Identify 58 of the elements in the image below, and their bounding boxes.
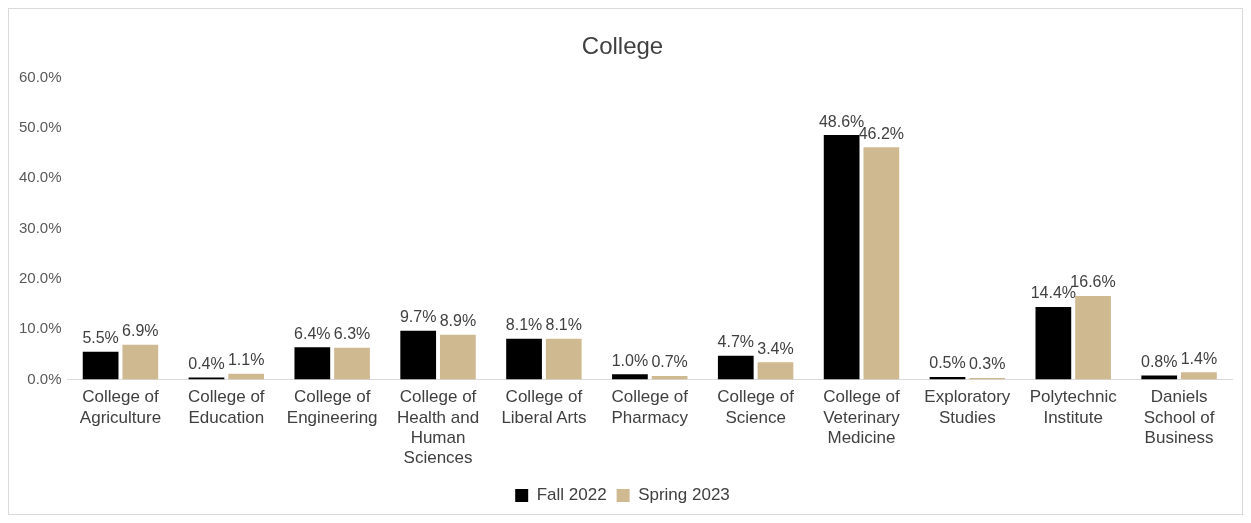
data-label: 1.0% [611, 351, 649, 369]
bar [506, 338, 542, 380]
bar [863, 147, 900, 380]
bar [440, 334, 476, 380]
bar [82, 351, 119, 380]
y-tick-label: 10.0% [18, 319, 62, 337]
data-label: 0.4% [188, 354, 225, 372]
bar [1035, 307, 1072, 380]
data-label: 0.5% [929, 354, 966, 372]
data-label: 5.5% [82, 329, 119, 347]
x-tick-label: Polytechnic Institute [1029, 387, 1118, 427]
x-tick-label: College of Science [717, 387, 795, 427]
data-label: 1.1% [227, 351, 265, 369]
data-label: 9.7% [399, 308, 437, 326]
data-label: 0.7% [651, 353, 688, 371]
data-label: 1.4% [1180, 349, 1218, 367]
y-tick-label: 0.0% [27, 369, 62, 387]
chart-title: College [581, 32, 664, 60]
data-label: 8.9% [439, 312, 477, 330]
bar [823, 135, 860, 380]
data-label: 8.1% [545, 316, 582, 334]
data-label: 4.7% [717, 333, 755, 351]
bar [294, 347, 331, 380]
bar [1181, 372, 1217, 380]
bar [228, 373, 265, 380]
x-tick-label: College of Pharmacy [611, 387, 689, 427]
x-tick-label: Daniels School of Business [1143, 387, 1215, 448]
data-label: 6.3% [333, 325, 371, 343]
x-tick-label: College of Education [188, 387, 265, 427]
y-tick-label: 20.0% [18, 269, 62, 287]
x-tick-label: Exploratory Studies [924, 387, 1011, 427]
bar [717, 355, 754, 380]
bar [400, 330, 437, 380]
data-label: 8.1% [505, 316, 543, 334]
bar [757, 362, 794, 380]
y-tick-label: 30.0% [18, 218, 62, 236]
x-tick-label: College of Engineering [286, 387, 378, 427]
data-label: 6.9% [122, 322, 159, 340]
bar [1141, 375, 1178, 380]
bar [1075, 295, 1111, 380]
y-tick-label: 40.0% [18, 168, 62, 186]
data-label: 0.3% [968, 355, 1006, 373]
bar [334, 347, 370, 380]
y-tick-label: 60.0% [18, 67, 62, 85]
legend-label: Fall 2022 [536, 485, 607, 505]
bar [122, 344, 159, 380]
x-tick-label: College of Agriculture [79, 387, 162, 427]
bar [188, 377, 225, 380]
data-label: 6.4% [294, 324, 331, 342]
legend-label: Spring 2023 [638, 485, 730, 505]
data-label: 0.8% [1140, 352, 1178, 370]
x-tick-label: College of Veterinary Medicine [823, 387, 901, 448]
x-tick-label: College of Liberal Arts [501, 387, 587, 427]
y-tick-label: 50.0% [18, 118, 62, 136]
bar [545, 338, 582, 380]
bar [612, 374, 648, 380]
x-tick-label: College of Health and Human Sciences [396, 387, 480, 468]
data-label: 3.4% [757, 339, 794, 357]
